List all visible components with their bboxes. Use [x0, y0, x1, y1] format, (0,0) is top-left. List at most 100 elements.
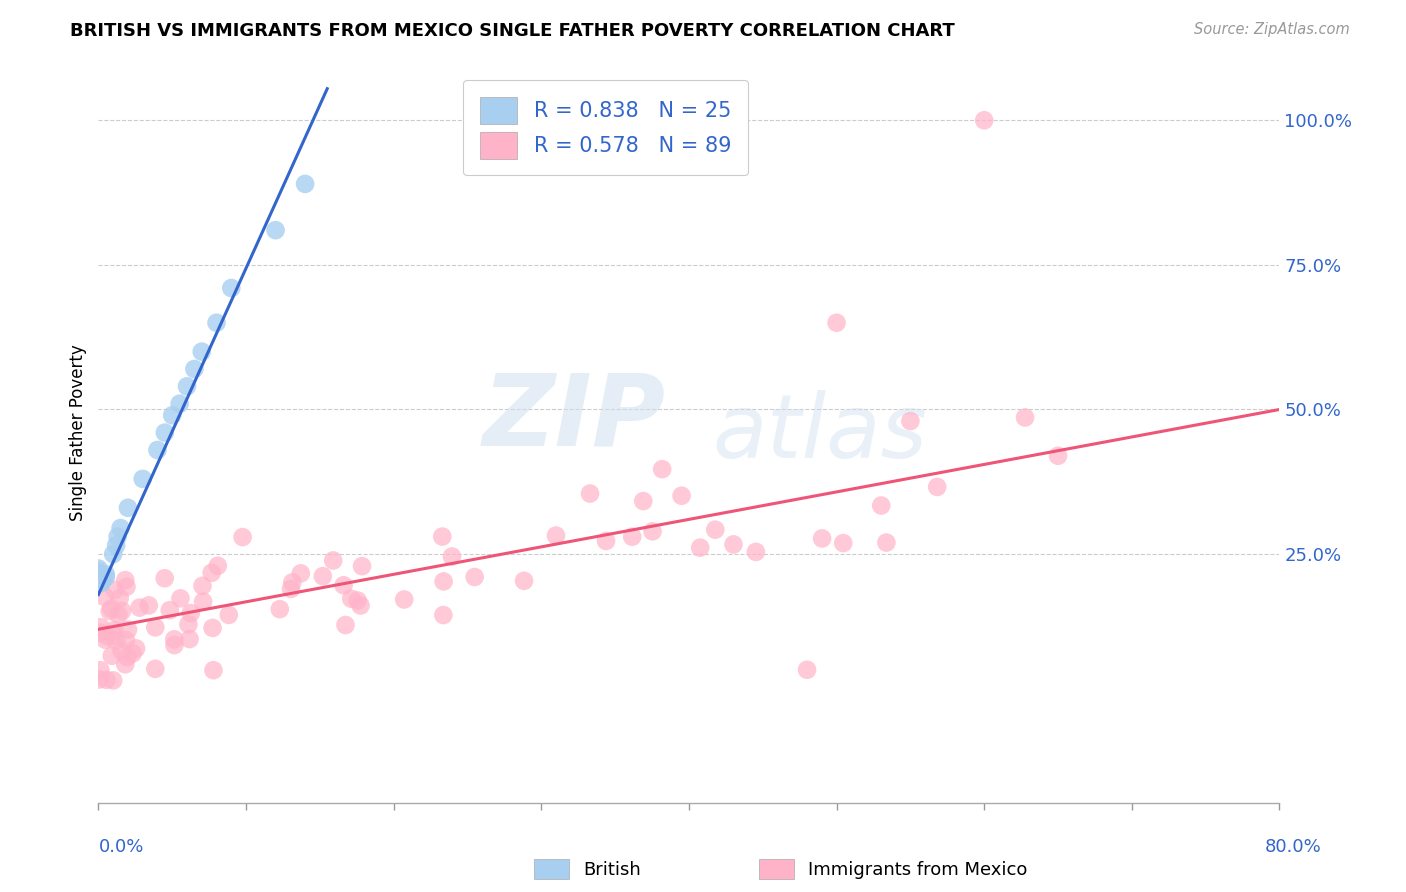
- Point: [745, 545, 768, 559]
- Point: [108, 591, 131, 605]
- Point: [176, 379, 198, 393]
- Point: [153, 571, 176, 585]
- Point: [332, 578, 354, 592]
- Point: [440, 549, 463, 564]
- Point: [121, 647, 143, 661]
- Point: [143, 662, 166, 676]
- Point: [202, 663, 225, 677]
- Point: [294, 177, 316, 191]
- Point: [91, 573, 114, 587]
- Point: [723, 537, 745, 551]
- Point: [651, 462, 673, 476]
- Point: [105, 538, 128, 552]
- Point: [115, 580, 138, 594]
- Point: [146, 442, 169, 457]
- Point: [114, 657, 136, 672]
- Point: [93, 590, 115, 604]
- Point: [973, 113, 995, 128]
- Point: [832, 536, 855, 550]
- Text: Immigrants from Mexico: Immigrants from Mexico: [808, 861, 1028, 879]
- Point: [159, 603, 181, 617]
- Point: [1014, 410, 1036, 425]
- Point: [111, 604, 134, 618]
- Point: [641, 524, 664, 539]
- Point: [346, 593, 368, 607]
- Point: [689, 541, 711, 555]
- Point: [94, 567, 117, 582]
- Point: [825, 316, 848, 330]
- Point: [349, 599, 371, 613]
- Point: [89, 673, 111, 687]
- Point: [179, 632, 201, 646]
- Text: 0.0%: 0.0%: [98, 838, 143, 856]
- Point: [107, 530, 129, 544]
- Point: [128, 600, 150, 615]
- Point: [117, 623, 139, 637]
- Point: [107, 607, 129, 622]
- Point: [98, 604, 121, 618]
- Point: [117, 650, 139, 665]
- Point: [811, 532, 834, 546]
- Point: [335, 618, 357, 632]
- Point: [103, 547, 125, 561]
- Point: [104, 582, 127, 597]
- Point: [162, 409, 183, 423]
- Text: 80.0%: 80.0%: [1265, 838, 1322, 856]
- Point: [432, 530, 454, 544]
- Point: [96, 673, 118, 687]
- Point: [322, 553, 344, 567]
- Point: [633, 494, 655, 508]
- Point: [280, 582, 302, 596]
- Point: [392, 592, 415, 607]
- Point: [110, 643, 132, 657]
- Point: [264, 223, 287, 237]
- Point: [232, 530, 254, 544]
- Point: [201, 621, 224, 635]
- Text: British: British: [583, 861, 641, 879]
- Point: [90, 576, 112, 591]
- Point: [281, 575, 304, 590]
- Point: [207, 558, 229, 573]
- Point: [90, 620, 112, 634]
- Point: [290, 566, 312, 581]
- Point: [87, 567, 110, 582]
- Point: [671, 489, 693, 503]
- Point: [110, 521, 132, 535]
- Point: [138, 599, 160, 613]
- Point: [927, 480, 949, 494]
- Point: [432, 608, 454, 623]
- Point: [191, 579, 214, 593]
- Point: [105, 633, 128, 648]
- Point: [221, 281, 243, 295]
- Point: [114, 573, 136, 587]
- Text: Source: ZipAtlas.com: Source: ZipAtlas.com: [1194, 22, 1350, 37]
- Point: [900, 414, 922, 428]
- Point: [101, 628, 124, 642]
- Point: [191, 344, 214, 359]
- Text: ZIP: ZIP: [482, 369, 665, 467]
- Text: atlas: atlas: [713, 390, 928, 475]
- Point: [501, 130, 523, 145]
- Point: [115, 633, 138, 648]
- Point: [191, 594, 214, 608]
- Legend: R = 0.838   N = 25, R = 0.578   N = 89: R = 0.838 N = 25, R = 0.578 N = 89: [463, 80, 748, 176]
- Point: [132, 472, 155, 486]
- Point: [177, 617, 200, 632]
- Point: [544, 528, 567, 542]
- Point: [100, 601, 122, 615]
- Point: [143, 620, 166, 634]
- Point: [870, 499, 893, 513]
- Point: [90, 625, 112, 640]
- Point: [183, 362, 205, 376]
- Point: [704, 523, 727, 537]
- Point: [153, 425, 176, 440]
- Point: [87, 565, 110, 579]
- Y-axis label: Single Father Poverty: Single Father Poverty: [69, 344, 87, 521]
- Text: BRITISH VS IMMIGRANTS FROM MEXICO SINGLE FATHER POVERTY CORRELATION CHART: BRITISH VS IMMIGRANTS FROM MEXICO SINGLE…: [70, 22, 955, 40]
- Point: [117, 500, 139, 515]
- Point: [579, 486, 602, 500]
- Point: [513, 574, 536, 588]
- Point: [87, 561, 110, 575]
- Point: [169, 591, 191, 606]
- Point: [350, 559, 373, 574]
